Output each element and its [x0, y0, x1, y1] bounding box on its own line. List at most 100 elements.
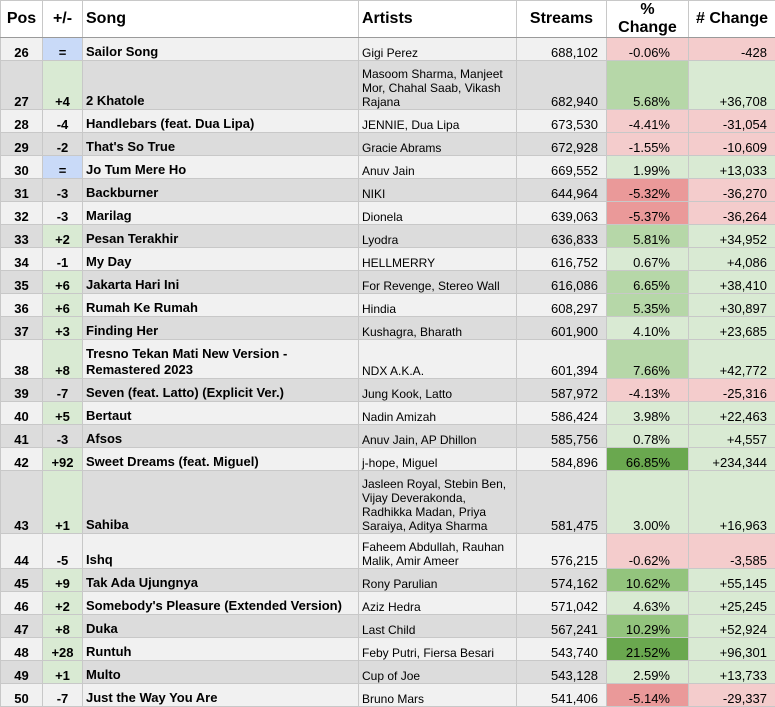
streams-cell: 585,756 — [517, 425, 607, 448]
abs-change-cell: +234,344 — [689, 448, 775, 471]
song-cell: Finding Her — [83, 317, 359, 340]
song-cell: Afsos — [83, 425, 359, 448]
artists-cell: JENNIE, Dua Lipa — [359, 110, 517, 133]
pct-change-cell: -1.55% — [607, 133, 689, 156]
abs-change-cell: +55,145 — [689, 569, 775, 592]
position-cell: 43 — [1, 471, 43, 534]
position-cell: 29 — [1, 133, 43, 156]
streams-cell: 688,102 — [517, 38, 607, 61]
movement-cell: +2 — [43, 225, 83, 248]
artists-cell: Gigi Perez — [359, 38, 517, 61]
abs-change-cell: +30,897 — [689, 294, 775, 317]
header-streams[interactable]: Streams — [517, 1, 607, 38]
abs-change-cell: -3,585 — [689, 534, 775, 569]
streams-cell: 601,900 — [517, 317, 607, 340]
abs-change-cell: +38,410 — [689, 271, 775, 294]
abs-change-cell: +34,952 — [689, 225, 775, 248]
header-abs-change[interactable]: # Change — [689, 1, 775, 38]
movement-cell: -5 — [43, 534, 83, 569]
artists-cell: Jasleen Royal, Stebin Ben, Vijay Deverak… — [359, 471, 517, 534]
abs-change-cell: +96,301 — [689, 638, 775, 661]
movement-cell: +92 — [43, 448, 83, 471]
movement-cell: -3 — [43, 425, 83, 448]
header-pct-change[interactable]: % Change — [607, 1, 689, 38]
streams-cell: 576,215 — [517, 534, 607, 569]
song-cell: Somebody's Pleasure (Extended Version) — [83, 592, 359, 615]
song-cell: Tak Ada Ujungnya — [83, 569, 359, 592]
artists-cell: Gracie Abrams — [359, 133, 517, 156]
song-cell: Multo — [83, 661, 359, 684]
abs-change-cell: +4,086 — [689, 248, 775, 271]
pct-change-cell: 2.59% — [607, 661, 689, 684]
streams-cell: 543,740 — [517, 638, 607, 661]
movement-cell: -3 — [43, 179, 83, 202]
streams-cell: 608,297 — [517, 294, 607, 317]
movement-cell: +4 — [43, 61, 83, 110]
abs-change-cell: -36,264 — [689, 202, 775, 225]
movement-cell: +2 — [43, 592, 83, 615]
position-cell: 42 — [1, 448, 43, 471]
song-cell: Sailor Song — [83, 38, 359, 61]
pct-change-cell: -0.06% — [607, 38, 689, 61]
pct-change-cell: 0.67% — [607, 248, 689, 271]
header-move[interactable]: +/- — [43, 1, 83, 38]
streams-cell: 616,752 — [517, 248, 607, 271]
pct-change-cell: 66.85% — [607, 448, 689, 471]
artists-cell: j-hope, Miguel — [359, 448, 517, 471]
position-cell: 30 — [1, 156, 43, 179]
movement-cell: -2 — [43, 133, 83, 156]
artists-cell: NIKI — [359, 179, 517, 202]
song-cell: 2 Khatole — [83, 61, 359, 110]
position-cell: 33 — [1, 225, 43, 248]
abs-change-cell: +13,733 — [689, 661, 775, 684]
position-cell: 35 — [1, 271, 43, 294]
pct-change-cell: 4.10% — [607, 317, 689, 340]
streams-cell: 584,896 — [517, 448, 607, 471]
header-song[interactable]: Song — [83, 1, 359, 38]
header-pos[interactable]: Pos — [1, 1, 43, 38]
abs-change-cell: -25,316 — [689, 379, 775, 402]
movement-cell: +28 — [43, 638, 83, 661]
streams-cell: 543,128 — [517, 661, 607, 684]
pct-change-cell: 21.52% — [607, 638, 689, 661]
movement-cell: -3 — [43, 202, 83, 225]
pct-change-cell: 7.66% — [607, 340, 689, 379]
abs-change-cell: -31,054 — [689, 110, 775, 133]
song-cell: Marilag — [83, 202, 359, 225]
abs-change-cell: +23,685 — [689, 317, 775, 340]
pct-change-cell: 10.29% — [607, 615, 689, 638]
movement-cell: +6 — [43, 271, 83, 294]
pct-change-cell: 3.98% — [607, 402, 689, 425]
movement-cell: = — [43, 156, 83, 179]
position-cell: 41 — [1, 425, 43, 448]
pct-change-cell: -0.62% — [607, 534, 689, 569]
streams-cell: 581,475 — [517, 471, 607, 534]
song-cell: Jakarta Hari Ini — [83, 271, 359, 294]
artists-cell: Lyodra — [359, 225, 517, 248]
header-artists[interactable]: Artists — [359, 1, 517, 38]
song-cell: Sweet Dreams (feat. Miguel) — [83, 448, 359, 471]
position-cell: 50 — [1, 684, 43, 707]
abs-change-cell: +25,245 — [689, 592, 775, 615]
pct-change-cell: -4.13% — [607, 379, 689, 402]
artists-cell: For Revenge, Stereo Wall — [359, 271, 517, 294]
streams-cell: 673,530 — [517, 110, 607, 133]
movement-cell: +6 — [43, 294, 83, 317]
artists-cell: Anuv Jain, AP Dhillon — [359, 425, 517, 448]
artists-cell: Anuv Jain — [359, 156, 517, 179]
streams-cell: 571,042 — [517, 592, 607, 615]
position-cell: 40 — [1, 402, 43, 425]
streams-cell: 682,940 — [517, 61, 607, 110]
position-cell: 48 — [1, 638, 43, 661]
